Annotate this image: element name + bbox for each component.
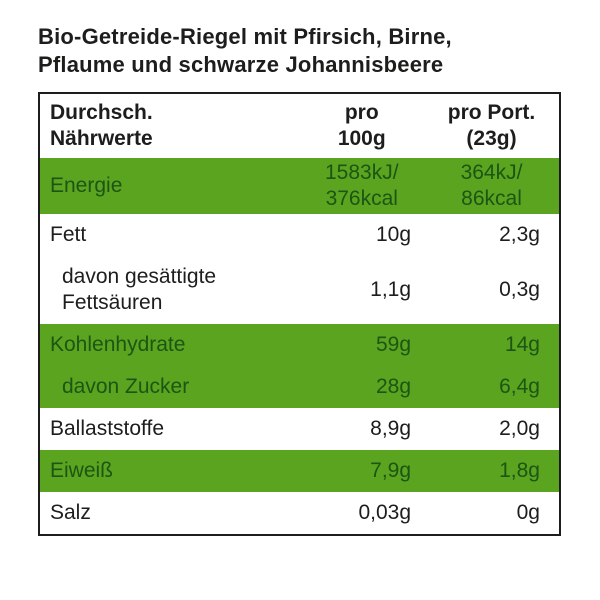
row-label: davon Zucker bbox=[62, 375, 190, 398]
row-label: davon gesättigte Fettsäuren bbox=[62, 265, 217, 314]
row-label: Kohlenhydrate bbox=[50, 333, 186, 356]
value-per-100g: 10g bbox=[376, 223, 412, 246]
table-header-row: Durchsch. Nährwerte pro 100g pro Port. (… bbox=[40, 94, 559, 158]
row-label: Energie bbox=[50, 174, 123, 197]
value-per-100g: 28g bbox=[376, 375, 412, 398]
row-label: Eiweiß bbox=[50, 459, 114, 482]
nutrition-table: Durchsch. Nährwerte pro 100g pro Port. (… bbox=[38, 92, 561, 536]
value-per-portion: 6,4g bbox=[499, 375, 540, 398]
table-row: davon Zucker 28g 6,4g bbox=[40, 366, 559, 408]
header-nutrients: Durchsch. Nährwerte bbox=[50, 101, 153, 150]
value-per-portion: 364kJ/ 86kcal bbox=[460, 161, 523, 210]
row-label: Ballaststoffe bbox=[50, 417, 165, 440]
value-per-portion: 14g bbox=[504, 333, 540, 356]
table-body: Energie 1583kJ/ 376kcal 364kJ/ 86kcal Fett 1… bbox=[40, 158, 559, 534]
nutrition-label-page: Bio-Getreide-Riegel mit Pfirsich, Birne,… bbox=[38, 24, 561, 536]
value-per-portion: 0,3g bbox=[499, 278, 540, 301]
value-per-portion: 2,3g bbox=[499, 223, 540, 246]
header-per-portion: pro Port. (23g) bbox=[447, 101, 536, 150]
table-row: Fett 10g 2,3g bbox=[40, 214, 559, 256]
value-per-portion: 2,0g bbox=[499, 417, 540, 440]
row-label: Salz bbox=[50, 501, 91, 524]
value-per-100g: 59g bbox=[376, 333, 412, 356]
table-row: Eiweiß 7,9g 1,8g bbox=[40, 450, 559, 492]
row-label: Fett bbox=[50, 223, 87, 246]
table-row: Salz 0,03g 0g bbox=[40, 492, 559, 534]
table-row: davon gesättigte Fettsäuren 1,1g 0,3g bbox=[40, 256, 559, 324]
header-per-100g: pro 100g bbox=[337, 101, 386, 150]
table-row: Energie 1583kJ/ 376kcal 364kJ/ 86kcal bbox=[40, 158, 559, 214]
value-per-100g: 7,9g bbox=[370, 459, 412, 482]
value-per-100g: 1,1g bbox=[370, 278, 412, 301]
value-per-100g: 0,03g bbox=[358, 501, 412, 524]
table-row: Ballaststoffe 8,9g 2,0g bbox=[40, 408, 559, 450]
value-per-portion: 0g bbox=[516, 501, 540, 524]
value-per-100g: 8,9g bbox=[370, 417, 412, 440]
value-per-portion: 1,8g bbox=[499, 459, 540, 482]
page-title: Bio-Getreide-Riegel mit Pfirsich, Birne,… bbox=[38, 24, 452, 77]
value-per-100g: 1583kJ/ 376kcal bbox=[324, 161, 399, 210]
table-row: Kohlenhydrate 59g 14g bbox=[40, 324, 559, 366]
